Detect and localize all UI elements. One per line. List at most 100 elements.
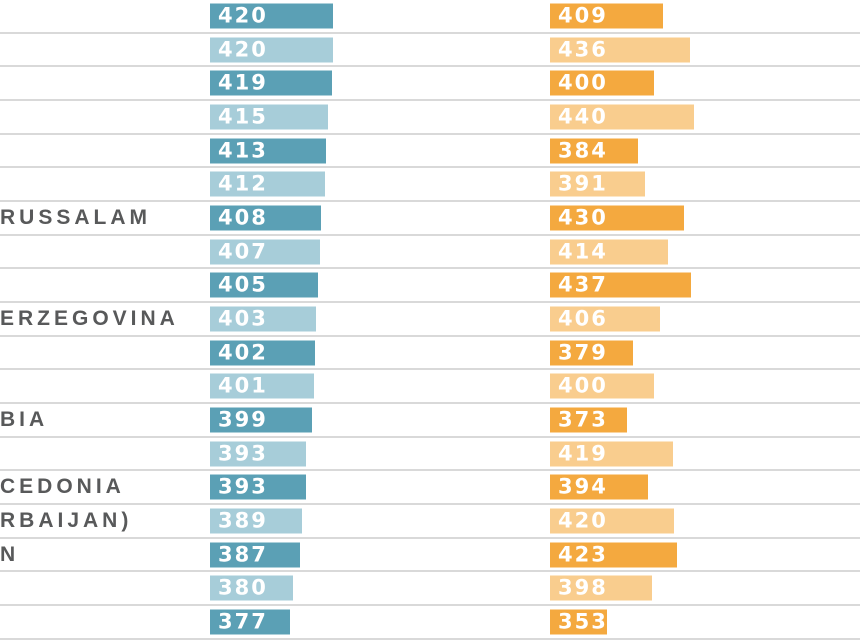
orange-bar: 423 — [550, 542, 677, 568]
chart-row: 412 391 — [0, 168, 860, 203]
blue-bar-value: 380 — [218, 575, 268, 600]
orange-bar: 398 — [550, 575, 652, 601]
chart-row: 380 398 — [0, 572, 860, 607]
orange-bar-value: 373 — [558, 407, 608, 432]
blue-bar: 413 — [210, 138, 326, 164]
blue-bar-value: 413 — [218, 138, 268, 163]
chart-row: CEDONIA 393 394 — [0, 471, 860, 506]
country-label: RUSSALAM — [0, 205, 151, 229]
blue-bar-value: 407 — [218, 239, 268, 264]
chart-row: 377 353 — [0, 606, 860, 640]
blue-bar: 403 — [210, 306, 316, 332]
orange-bar-value: 400 — [558, 373, 608, 398]
blue-bar: 377 — [210, 609, 290, 635]
blue-bar-value: 403 — [218, 306, 268, 331]
blue-bar: 415 — [210, 104, 328, 130]
blue-bar: 407 — [210, 239, 320, 265]
chart-row: 419 400 — [0, 67, 860, 102]
chart-row: 415 440 — [0, 101, 860, 135]
blue-bar: 412 — [210, 171, 325, 197]
blue-bar: 393 — [210, 474, 306, 500]
country-label: N — [0, 542, 20, 566]
chart-row: 393 419 — [0, 438, 860, 472]
orange-bar: 437 — [550, 272, 691, 298]
chart-row: RBAIJAN) 389 420 — [0, 505, 860, 539]
orange-bar-value: 437 — [558, 272, 608, 297]
orange-bar: 353 — [550, 609, 608, 635]
blue-bar-value: 405 — [218, 272, 268, 297]
blue-bar: 401 — [210, 373, 314, 399]
blue-bar-value: 393 — [218, 474, 268, 499]
blue-bar: 408 — [210, 205, 321, 231]
blue-bar-value: 387 — [218, 542, 268, 567]
orange-bar: 406 — [550, 306, 660, 332]
orange-bar: 400 — [550, 70, 654, 96]
orange-bar: 400 — [550, 373, 654, 399]
blue-bar-value: 420 — [218, 37, 268, 61]
orange-bar-value: 400 — [558, 70, 608, 95]
blue-bar: 405 — [210, 272, 318, 298]
orange-bar-value: 430 — [558, 205, 608, 230]
chart-row: 407 414 — [0, 236, 860, 270]
blue-bar-value: 393 — [218, 441, 268, 466]
orange-bar-value: 409 — [558, 3, 608, 28]
chart-row: ERZEGOVINA 403 406 — [0, 303, 860, 337]
orange-bar: 419 — [550, 441, 673, 467]
blue-bar: 402 — [210, 340, 315, 366]
blue-bar-value: 415 — [218, 104, 268, 129]
chart-row: 413 384 — [0, 135, 860, 169]
orange-bar-value: 436 — [558, 37, 608, 61]
orange-bar-value: 379 — [558, 340, 608, 365]
chart-row: 402 379 — [0, 337, 860, 371]
blue-bar: 380 — [210, 575, 293, 601]
blue-bar: 399 — [210, 407, 312, 433]
orange-bar-value: 440 — [558, 104, 608, 129]
orange-bar: 409 — [550, 3, 663, 29]
chart-row: RUSSALAM 408 430 — [0, 202, 860, 236]
orange-bar-value: 420 — [558, 508, 608, 533]
blue-bar: 419 — [210, 70, 332, 96]
country-label: RBAIJAN) — [0, 508, 133, 532]
orange-bar-value: 353 — [558, 609, 608, 634]
chart-row: 420 409 — [0, 0, 860, 34]
chart-row: 401 400 — [0, 370, 860, 405]
blue-bar-value: 408 — [218, 205, 268, 230]
chart-row: 420 436 — [0, 34, 860, 68]
orange-bar: 420 — [550, 508, 674, 534]
blue-bar: 420 — [210, 37, 333, 62]
orange-bar: 379 — [550, 340, 633, 366]
orange-bar-value: 391 — [558, 171, 608, 196]
blue-bar-value: 419 — [218, 70, 268, 95]
chart-row: 405 437 — [0, 269, 860, 304]
orange-bar: 440 — [550, 104, 694, 130]
blue-bar: 393 — [210, 441, 306, 467]
blue-bar-value: 377 — [218, 609, 268, 634]
blue-bar: 389 — [210, 508, 302, 534]
blue-bar-value: 412 — [218, 171, 268, 196]
orange-bar-value: 394 — [558, 474, 608, 499]
blue-bar-value: 402 — [218, 340, 268, 365]
orange-bar: 436 — [550, 37, 690, 62]
orange-bar: 384 — [550, 138, 638, 164]
blue-bar: 387 — [210, 542, 300, 568]
country-label: ERZEGOVINA — [0, 306, 179, 330]
orange-bar: 414 — [550, 239, 668, 265]
orange-bar: 391 — [550, 171, 645, 197]
orange-bar: 373 — [550, 407, 627, 433]
blue-bar-value: 399 — [218, 407, 268, 432]
chart-row: N 387 423 — [0, 539, 860, 573]
blue-bar-value: 389 — [218, 508, 268, 533]
chart-row: BIA 399 373 — [0, 404, 860, 438]
country-label: CEDONIA — [0, 475, 125, 499]
orange-bar-value: 419 — [558, 441, 608, 466]
blue-bar: 420 — [210, 3, 333, 29]
orange-bar: 430 — [550, 205, 684, 231]
orange-bar: 394 — [550, 474, 648, 500]
blue-bar-value: 420 — [218, 3, 268, 28]
orange-bar-value: 423 — [558, 542, 608, 567]
orange-bar-value: 406 — [558, 306, 608, 331]
country-label: BIA — [0, 407, 49, 431]
blue-bar-value: 401 — [218, 373, 268, 398]
orange-bar-value: 384 — [558, 138, 608, 163]
